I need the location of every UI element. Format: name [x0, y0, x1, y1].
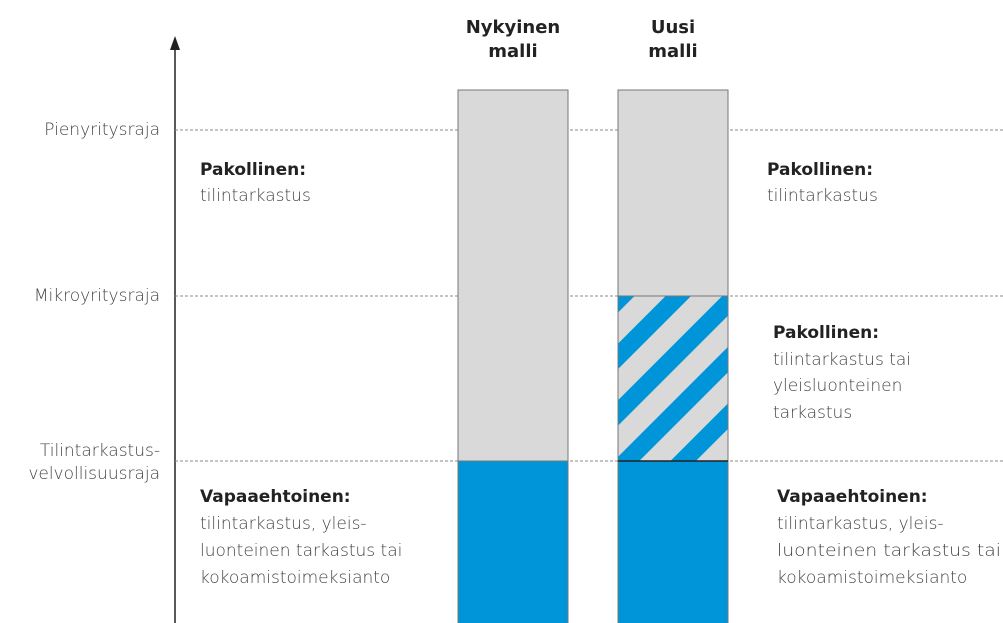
block-line: luonteinen tarkastus tai [777, 541, 1001, 561]
block-title: Pakollinen: [773, 323, 879, 343]
block-line: yleisluonteinen [773, 376, 902, 396]
block-line: tilintarkastus [200, 186, 311, 206]
bar-segment [457, 460, 569, 623]
column-header: Nykyinen [466, 17, 561, 38]
block-line: tarkastus [773, 403, 852, 423]
column-header: Uusi [651, 17, 695, 38]
bar-segment [457, 89, 569, 462]
block-line: tilintarkastus [767, 186, 878, 206]
column-header: malli [488, 41, 537, 62]
bar-segment [617, 460, 729, 623]
bar-segment [617, 295, 729, 462]
block-title: Vapaaehtoinen: [200, 487, 351, 507]
level-label: Mikroyritysraja [34, 286, 160, 306]
bar-segment [617, 89, 729, 297]
level-label: velvollisuusraja [28, 464, 160, 484]
column-header: malli [648, 41, 697, 62]
axis-arrow [170, 36, 180, 50]
level-label: Tilintarkastus- [40, 441, 160, 461]
block-title: Pakollinen: [767, 160, 873, 180]
block-line: tilintarkastus, yleis- [777, 514, 944, 534]
block-line: tilintarkastus, yleis- [200, 514, 367, 534]
block-title: Vapaaehtoinen: [777, 487, 928, 507]
block-line: kokoamistoimeksianto [200, 568, 390, 588]
block-line: luonteinen tarkastus tai [200, 541, 402, 561]
level-label: Pienyritysraja [44, 120, 160, 140]
block-line: tilintarkastus tai [773, 350, 911, 370]
block-line: kokoamistoimeksianto [777, 568, 967, 588]
block-title: Pakollinen: [200, 160, 306, 180]
